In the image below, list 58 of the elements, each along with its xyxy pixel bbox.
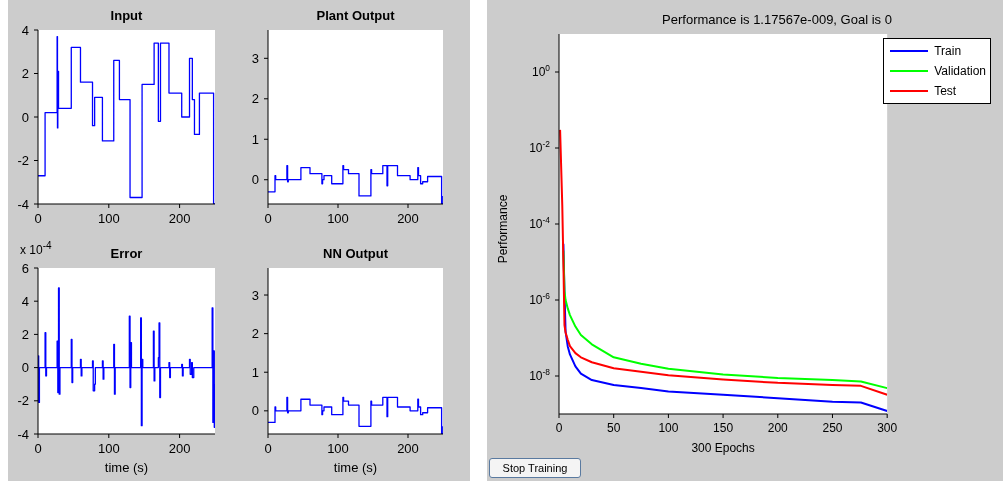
x-tick-label: 100 bbox=[97, 441, 120, 456]
y-tick-label: -2 bbox=[17, 153, 29, 169]
x-tick-label: 100 bbox=[658, 421, 679, 435]
y-tick-label: 10$^{-4}$ bbox=[529, 215, 551, 232]
chart-title: Error bbox=[110, 246, 143, 261]
y-tick-label: 2 bbox=[251, 326, 259, 342]
y-tick-label: 0 bbox=[21, 360, 29, 376]
x-tick-label: 200 bbox=[767, 421, 789, 435]
chart-title: NN Output bbox=[322, 246, 389, 261]
x-axis-title: time (s) bbox=[104, 460, 149, 475]
y-tick-label: 1 bbox=[251, 131, 259, 147]
y-tick-label: 10$^{0}$ bbox=[531, 63, 551, 80]
chart-title: Performance is 1.17567e-009, Goal is 0 bbox=[661, 12, 893, 27]
y-tick-label: 0 bbox=[21, 109, 29, 125]
y-tick-label: 4 bbox=[21, 22, 29, 38]
y-tick-label: 0 bbox=[251, 403, 259, 419]
x-tick-label: 300 bbox=[877, 421, 898, 435]
x-tick-label: 0 bbox=[34, 211, 42, 226]
legend-label: Test bbox=[934, 83, 957, 100]
x-tick-label: 50 bbox=[607, 421, 621, 435]
y-tick-label: 10$^{-6}$ bbox=[529, 291, 551, 308]
x-tick-label: 0 bbox=[264, 441, 272, 456]
legend-label: Train bbox=[934, 43, 962, 60]
y-tick-label: 1 bbox=[251, 364, 259, 380]
y-tick-label: 0 bbox=[251, 172, 259, 188]
y-tick-label: 4 bbox=[21, 293, 29, 309]
x-axis-title: time (s) bbox=[333, 460, 378, 475]
x-tick-label: 200 bbox=[168, 441, 191, 456]
x-tick-label: 0 bbox=[555, 421, 563, 435]
x-tick-label: 200 bbox=[397, 441, 419, 456]
y-tick-label: 6 bbox=[21, 260, 29, 276]
x-tick-label: 200 bbox=[168, 211, 191, 226]
y-tick-label: 3 bbox=[251, 50, 259, 66]
x-tick-label: 0 bbox=[34, 441, 42, 456]
x-tick-label: 100 bbox=[97, 211, 120, 226]
y-tick-label: 2 bbox=[251, 91, 259, 107]
x-tick-label: 150 bbox=[713, 421, 734, 435]
y-tick-label: -4 bbox=[17, 426, 29, 442]
stop-button: Stop Training bbox=[489, 458, 581, 478]
y-tick-label: 2 bbox=[21, 326, 29, 342]
y-tick-label: 10$^{-2}$ bbox=[529, 139, 551, 156]
y-tick-label: -2 bbox=[17, 393, 29, 409]
text: x 10$^{-4}$ bbox=[20, 240, 52, 257]
x-tick-label: 250 bbox=[822, 421, 843, 435]
line-series bbox=[559, 128, 888, 396]
x-tick-label: 100 bbox=[327, 441, 349, 456]
x-axis-title: 300 Epochs bbox=[691, 441, 755, 455]
chart-title: Plant Output bbox=[315, 8, 396, 23]
y-tick-label: 3 bbox=[251, 287, 259, 303]
x-tick-label: 200 bbox=[397, 211, 419, 226]
y-tick-label: 10$^{-8}$ bbox=[529, 367, 551, 384]
x-tick-label: 100 bbox=[327, 211, 349, 226]
chart-title: Input bbox=[109, 8, 144, 23]
y-tick-label: 2 bbox=[21, 66, 29, 82]
x-tick-label: 0 bbox=[264, 211, 272, 226]
y-axis-title: Performance bbox=[496, 193, 510, 266]
legend-label: Validation bbox=[934, 63, 986, 80]
y-tick-label: -4 bbox=[17, 196, 29, 212]
